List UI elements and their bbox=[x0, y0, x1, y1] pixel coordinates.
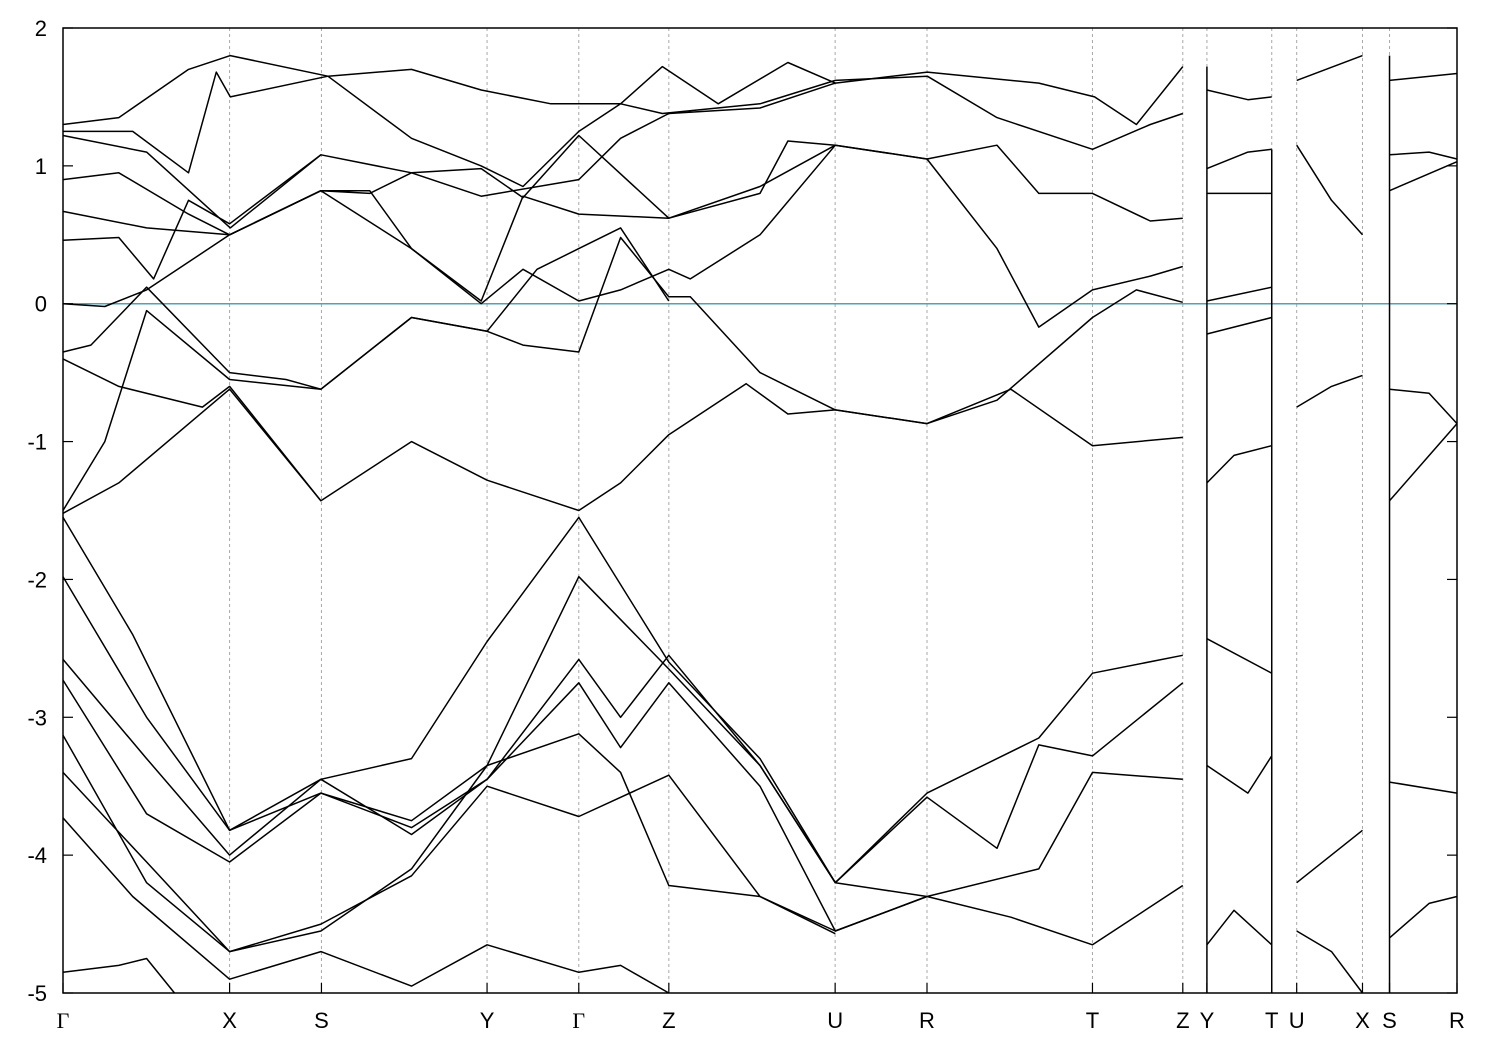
y-tick-label-2: -3 bbox=[27, 705, 47, 730]
band-line-9 bbox=[62, 227, 670, 511]
k-point-label-1: X bbox=[222, 1008, 237, 1033]
band-line-19 bbox=[1206, 148, 1272, 170]
k-point-label-3: Y bbox=[480, 1008, 495, 1033]
k-point-label-7: R bbox=[919, 1008, 935, 1033]
band-line-7 bbox=[62, 236, 1183, 425]
band-line-16 bbox=[62, 771, 928, 953]
band-line-14 bbox=[62, 679, 1184, 946]
y-tick-label-1: -4 bbox=[27, 843, 47, 868]
k-point-label-14: S bbox=[1382, 1008, 1397, 1033]
band-line-32 bbox=[1296, 930, 1364, 994]
plot-border bbox=[62, 27, 1458, 994]
band-line-18 bbox=[62, 957, 176, 994]
k-point-label-13: X bbox=[1355, 1008, 1370, 1033]
y-axis-ticks: -5 -4 -3 -2 -1 0 1 2 bbox=[27, 16, 1457, 1006]
band-line-1 bbox=[63, 71, 1184, 188]
band-lines bbox=[62, 54, 1458, 994]
band-line-28 bbox=[1296, 54, 1363, 82]
band-line-10 bbox=[62, 388, 322, 514]
k-point-label-11: T bbox=[1265, 1008, 1278, 1033]
band-line-12 bbox=[62, 575, 1184, 884]
band-line-31 bbox=[1296, 829, 1363, 884]
band-line-3 bbox=[62, 82, 836, 236]
band-line-27 bbox=[1206, 909, 1273, 946]
y-tick-label-7: 2 bbox=[35, 16, 47, 41]
band-line-30 bbox=[1296, 374, 1363, 408]
k-point-label-8: T bbox=[1086, 1008, 1099, 1033]
band-line-36 bbox=[1389, 388, 1458, 425]
band-line-21 bbox=[1206, 89, 1272, 101]
y-tick-label-0: -5 bbox=[27, 981, 47, 1006]
y-tick-label-3: -2 bbox=[27, 567, 47, 592]
y-tick-label-6: 1 bbox=[35, 154, 47, 179]
band-line-35 bbox=[1389, 161, 1458, 192]
k-point-label-2: S bbox=[314, 1008, 329, 1033]
y-tick-label-4: -1 bbox=[27, 430, 47, 455]
band-line-39 bbox=[1389, 895, 1458, 939]
plot-frame bbox=[62, 27, 1458, 994]
band-line-0 bbox=[62, 54, 1184, 126]
band-line-25 bbox=[1206, 638, 1273, 674]
band-line-8 bbox=[62, 358, 1183, 512]
k-point-label-10: Y bbox=[1200, 1008, 1215, 1033]
band-line-29 bbox=[1296, 144, 1364, 236]
k-point-label-0: Γ bbox=[57, 1008, 70, 1033]
band-line-37 bbox=[1388, 423, 1458, 502]
band-line-26 bbox=[1206, 755, 1273, 794]
k-point-label-5: Z bbox=[662, 1008, 675, 1033]
band-line-23 bbox=[1206, 316, 1272, 335]
band-line-24 bbox=[1206, 444, 1272, 484]
band-line-5 bbox=[62, 154, 322, 280]
band-line-13 bbox=[62, 654, 1183, 898]
band-line-33 bbox=[1389, 72, 1458, 82]
band-line-2 bbox=[62, 134, 1183, 229]
band-line-34 bbox=[1389, 151, 1458, 160]
k-point-label-12: U bbox=[1289, 1008, 1305, 1033]
k-point-label-6: U bbox=[827, 1008, 843, 1033]
grid-lines bbox=[229, 28, 1391, 993]
k-point-label-9: Z bbox=[1176, 1008, 1189, 1033]
y-tick-label-5: 0 bbox=[35, 292, 47, 317]
band-line-17 bbox=[62, 817, 670, 994]
band-line-22 bbox=[1206, 286, 1272, 302]
band-line-38 bbox=[1389, 781, 1458, 794]
k-point-label-15: R bbox=[1449, 1008, 1465, 1033]
band-line-11 bbox=[62, 516, 1183, 884]
band-line-6 bbox=[62, 144, 836, 308]
band-line-15 bbox=[62, 733, 836, 953]
k-point-label-4: Γ bbox=[572, 1008, 585, 1033]
